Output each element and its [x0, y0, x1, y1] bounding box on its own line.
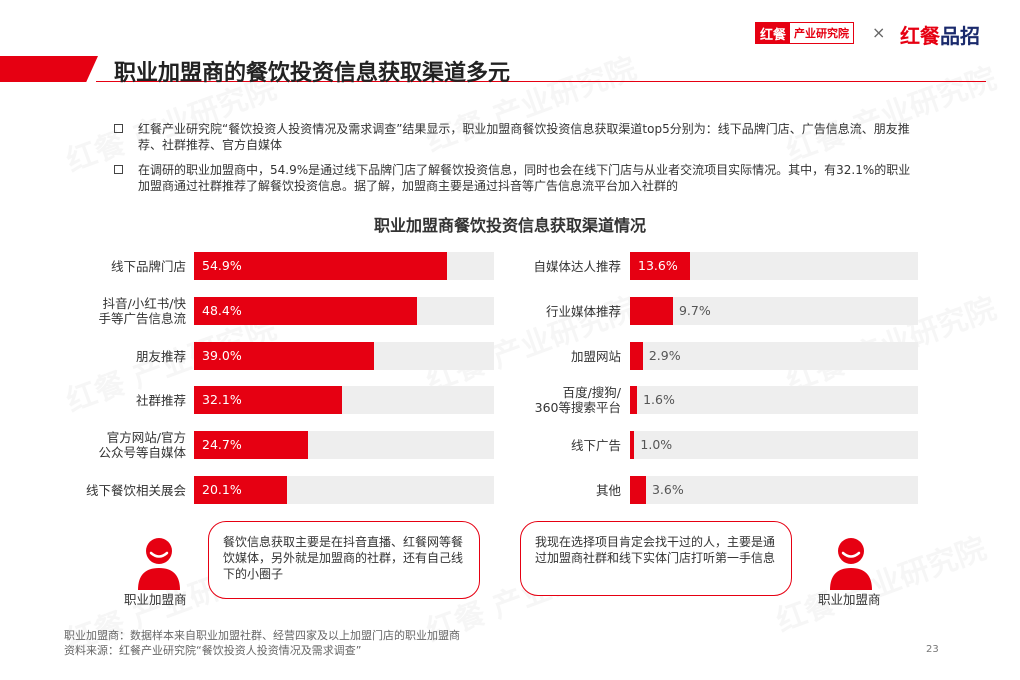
- logo-text: 产业研究院: [790, 23, 854, 43]
- watermark: 红餐 产业研究院: [59, 304, 281, 421]
- watermark: 红餐 产业研究院: [419, 284, 641, 401]
- bar-track: 3.6%: [630, 476, 918, 504]
- value-label: 32.1%: [202, 392, 242, 407]
- bar: [194, 386, 343, 414]
- bar: [194, 476, 287, 504]
- chart-title: 职业加盟商餐饮投资信息获取渠道情况: [373, 216, 646, 235]
- bullet-text: 红餐产业研究院“餐饮投资人投资情况及需求调查”结果显示，职业加盟商餐饮投资信息获…: [138, 122, 910, 152]
- bullet-text: 在调研的职业加盟商中，54.9%是通过线下品牌门店了解餐饮投资信息，同时也会在线…: [138, 163, 911, 193]
- person-icon: [138, 538, 180, 590]
- bar-track: 20.1%: [194, 476, 494, 504]
- bar: [194, 431, 308, 459]
- footnote: 职业加盟商：数据样本来自职业加盟社群、经营四家及以上加盟门店的职业加盟商: [64, 629, 460, 642]
- hongcan-research-logo: 红餐 产业研究院: [755, 22, 855, 44]
- title-accent-bar: [0, 56, 98, 82]
- value-label: 3.6%: [651, 482, 684, 497]
- category-label: 自媒体达人推荐: [533, 258, 621, 274]
- bar-track: 9.7%: [630, 297, 918, 325]
- logo-text: 红餐: [900, 24, 940, 48]
- footnote: 资料来源：红餐产业研究院“餐饮投资人投资情况及需求调查”: [64, 644, 362, 657]
- bar: [630, 252, 691, 280]
- speaker-label: 职业加盟商: [818, 592, 881, 607]
- page-number: 23: [926, 644, 939, 655]
- logo-separator: ×: [872, 23, 886, 42]
- value-label: 54.9%: [202, 258, 242, 273]
- value-label: 1.0%: [640, 437, 673, 452]
- bar: [630, 476, 646, 504]
- bullet-square-icon: [114, 165, 123, 174]
- category-label: 线下餐饮相关展会: [85, 482, 186, 498]
- category-label: 抖音/小红书/快 手等广告信息流: [98, 296, 186, 326]
- quote-bubble: 餐饮信息获取主要是在抖音直播、红餐网等餐饮媒体，另外就是加盟商的社群，还有自己线…: [208, 521, 480, 599]
- bullet-point: 在调研的职业加盟商中，54.9%是通过线下品牌门店了解餐饮投资信息，同时也会在线…: [114, 162, 914, 194]
- logo-text: 红餐: [756, 23, 791, 43]
- hongcan-pinzhao-logo: 红餐品招: [900, 20, 980, 49]
- bar: [194, 252, 448, 280]
- category-label: 线下品牌门店: [110, 258, 186, 274]
- bar-track: 13.6%: [630, 252, 918, 280]
- value-label: 13.6%: [638, 258, 678, 273]
- speaker-label: 职业加盟商: [124, 592, 187, 607]
- quote-bubble: 我现在选择项目肯定会找干过的人，主要是通过加盟商社群和线下实体门店打听第一手信息: [520, 521, 792, 596]
- page-title: 职业加盟商的餐饮投资信息获取渠道多元: [114, 61, 511, 86]
- watermark: 红餐 产业研究院: [769, 524, 991, 641]
- person-icon: [830, 538, 872, 590]
- category-label: 线下广告: [570, 437, 621, 453]
- value-label: 24.7%: [202, 437, 242, 452]
- category-label: 其他: [595, 482, 621, 498]
- quote-text: 我现在选择项目肯定会找干过的人，主要是通过加盟商社群和线下实体门店打听第一手信息: [535, 535, 776, 565]
- quote-text: 餐饮信息获取主要是在抖音直播、红餐网等餐饮媒体，另外就是加盟商的社群，还有自己线…: [223, 535, 464, 581]
- category-label: 百度/搜狗/360等搜索平台: [534, 385, 621, 415]
- logo-text: 品招: [940, 24, 980, 48]
- bullet-point: 红餐产业研究院“餐饮投资人投资情况及需求调查”结果显示，职业加盟商餐饮投资信息获…: [114, 121, 914, 153]
- bar: [630, 386, 638, 414]
- value-label: 20.1%: [202, 482, 242, 497]
- bullet-square-icon: [114, 124, 123, 133]
- bar-track: 1.6%: [630, 386, 918, 414]
- value-label: 9.7%: [678, 303, 711, 318]
- bar: [630, 431, 635, 459]
- category-label: 官方网站/官方 公众号等自媒体: [98, 430, 186, 460]
- value-label: 1.6%: [643, 392, 675, 407]
- bar-track: 1.0%: [630, 431, 918, 459]
- watermark: 红餐 产业研究院: [779, 284, 1001, 401]
- bar: [630, 342, 643, 370]
- title-underline: [96, 81, 986, 82]
- bar-track: 24.7%: [194, 431, 494, 459]
- bar-track: 54.9%: [194, 252, 494, 280]
- value-label: 2.9%: [648, 348, 681, 363]
